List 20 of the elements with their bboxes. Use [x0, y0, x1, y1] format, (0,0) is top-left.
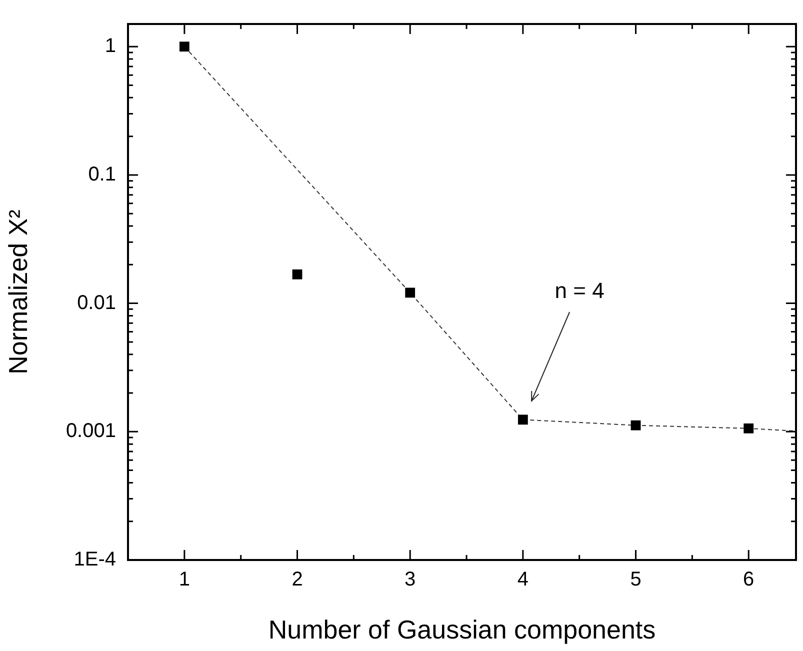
x-tick-label: 5	[630, 568, 642, 591]
x-axis-title: Number of Gaussian components	[268, 614, 656, 645]
x-tick-label: 6	[743, 568, 754, 591]
point	[630, 420, 641, 430]
point	[518, 414, 528, 425]
point	[405, 288, 416, 298]
y-tick-label: 1	[104, 35, 116, 58]
point	[179, 42, 190, 52]
x-tick-label: 3	[404, 568, 416, 591]
y-tick-label: 0.01	[77, 292, 116, 314]
y-tick-label: 0.001	[66, 420, 116, 442]
point	[744, 423, 754, 434]
x-tick-label: 1	[178, 568, 190, 591]
x-tick-label: 4	[517, 568, 528, 591]
y-tick-label: 0.1	[88, 163, 116, 186]
annotation: n = 4	[554, 278, 604, 304]
y-tick-label: 1E-4	[74, 548, 116, 571]
point	[292, 269, 302, 280]
x-tick-label: 2	[292, 568, 303, 591]
y-axis-title: Normalized X²	[2, 209, 33, 374]
